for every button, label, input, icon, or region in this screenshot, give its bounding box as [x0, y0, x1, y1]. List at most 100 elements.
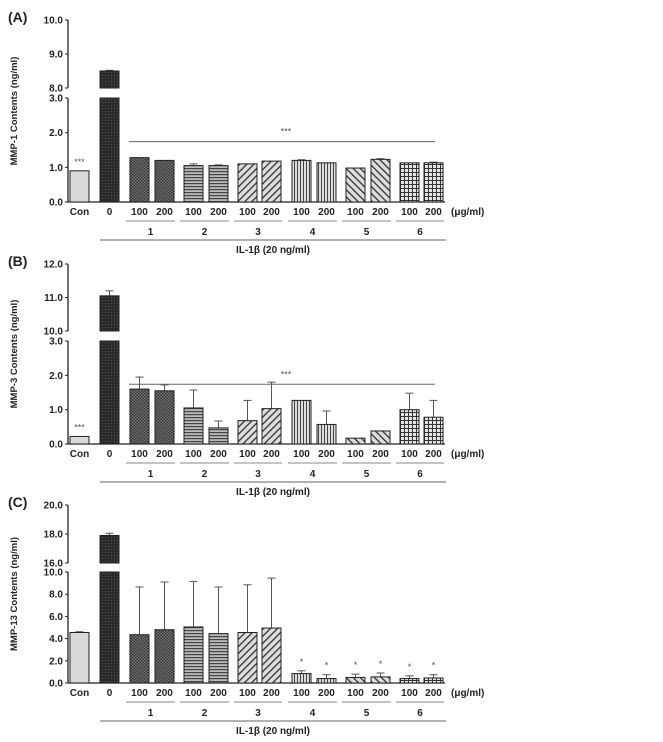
bar [129, 157, 150, 203]
group-label: 1 [148, 227, 154, 238]
bar [370, 158, 391, 203]
x-tick-label: 0 [107, 207, 113, 218]
dose-unit: (μg/ml) [451, 688, 484, 699]
bar [316, 162, 337, 203]
y-tick-label: 1.0 [49, 405, 63, 416]
dose-unit: (μg/ml) [451, 207, 484, 218]
bar [99, 70, 120, 89]
y-tick-label: 16.0 [44, 559, 64, 570]
x-tick-label: Con [70, 449, 89, 460]
chart-panel-a: (A) 8.0 9.0 10.0 0.0 1.0 2.0 3.0 MMP-1 Contents … [8, 9, 484, 256]
bar [129, 388, 150, 445]
x-tick-label: 200 [210, 688, 227, 699]
bar [208, 427, 229, 445]
significance-marker: *** [74, 422, 85, 432]
bar [316, 423, 337, 445]
bar [399, 409, 420, 445]
bar [291, 159, 312, 203]
group-label: 5 [364, 708, 370, 719]
bar [183, 165, 204, 203]
bar [99, 534, 120, 564]
bar [69, 631, 90, 684]
y-tick-label: 1.0 [49, 163, 63, 174]
x-tick-label: 100 [239, 449, 256, 460]
x-tick-label: 200 [210, 449, 227, 460]
x-tick-label: 100 [239, 207, 256, 218]
bar [345, 437, 366, 445]
group-label: 4 [310, 708, 316, 719]
group-label: 3 [255, 708, 261, 719]
bar [154, 629, 175, 684]
y-tick-label: 6.0 [49, 612, 63, 623]
x-tick-label: 100 [293, 207, 310, 218]
group-label: 2 [202, 708, 208, 719]
y-tick-label: 20.0 [44, 501, 64, 512]
y-tick-label: 18.0 [44, 530, 64, 541]
x-tick-label: Con [70, 688, 89, 699]
x-tick-label: 200 [372, 449, 389, 460]
x-tick-label: 100 [347, 449, 364, 460]
x-tick-label: 100 [185, 449, 202, 460]
y-tick-label: 10.0 [44, 16, 64, 27]
bar [237, 420, 258, 445]
y-tick-label: 2.0 [49, 656, 63, 667]
bar [99, 340, 120, 445]
x-tick-label: 200 [372, 688, 389, 699]
bar [345, 676, 366, 684]
y-tick-label: 11.0 [44, 293, 63, 304]
x-tick-label: 100 [131, 207, 148, 218]
chart-panel-b: (B) 10.0 11.0 12.0 0.0 1.0 2.0 3.0 MMP-3 Content… [8, 253, 484, 498]
panel-label: (C) [8, 494, 27, 510]
x-tick-label: 200 [156, 207, 173, 218]
significance-marker: * [379, 659, 383, 669]
bar [399, 162, 420, 203]
bar [423, 416, 444, 445]
group-label: 5 [364, 227, 370, 238]
bar [154, 159, 175, 203]
bar [237, 631, 258, 684]
x-axis-label: IL-1β (20 ng/ml) [236, 487, 310, 498]
bar [237, 163, 258, 203]
x-tick-label: 100 [185, 688, 202, 699]
x-tick-label: 200 [263, 688, 280, 699]
y-tick-label: 8.0 [49, 590, 63, 601]
bar [261, 160, 282, 203]
y-axis-label: MMP-1 Contents (ng/ml) [9, 57, 20, 166]
significance-marker: * [354, 660, 358, 670]
y-tick-label: 0.0 [49, 440, 63, 451]
y-tick-label: 12.0 [44, 260, 64, 271]
significance-marker: *** [74, 157, 85, 167]
group-label: 1 [148, 469, 154, 480]
y-tick-label: 10.0 [44, 327, 64, 338]
x-tick-label: 100 [401, 207, 418, 218]
bar [261, 408, 282, 445]
y-tick-label: 9.0 [49, 50, 63, 61]
significance-marker: *** [281, 369, 292, 379]
y-tick-label: 8.0 [49, 84, 63, 95]
y-tick-label: 3.0 [49, 94, 63, 105]
x-tick-label: 200 [210, 207, 227, 218]
x-tick-label: 100 [401, 449, 418, 460]
y-tick-label: 4.0 [49, 634, 63, 645]
bar [154, 390, 175, 445]
bar [99, 295, 120, 332]
x-tick-label: Con [70, 207, 89, 218]
x-tick-label: 200 [372, 207, 389, 218]
bar [423, 162, 444, 203]
x-tick-label: 100 [185, 207, 202, 218]
bar [370, 676, 391, 684]
panel-label: (A) [8, 9, 27, 25]
y-tick-label: 2.0 [49, 128, 63, 139]
y-tick-label: 10.0 [44, 568, 64, 579]
y-tick-label: 2.0 [49, 371, 63, 382]
x-axis-label: IL-1β (20 ng/ml) [236, 245, 310, 256]
y-axis-label: MMP-3 Contents (ng/ml) [9, 300, 20, 409]
group-label: 3 [255, 227, 261, 238]
group-label: 1 [148, 708, 154, 719]
y-tick-label: 0.0 [49, 679, 63, 690]
x-tick-label: 200 [318, 207, 335, 218]
x-tick-label: 200 [425, 207, 442, 218]
bar [399, 678, 420, 684]
x-tick-label: 200 [156, 449, 173, 460]
